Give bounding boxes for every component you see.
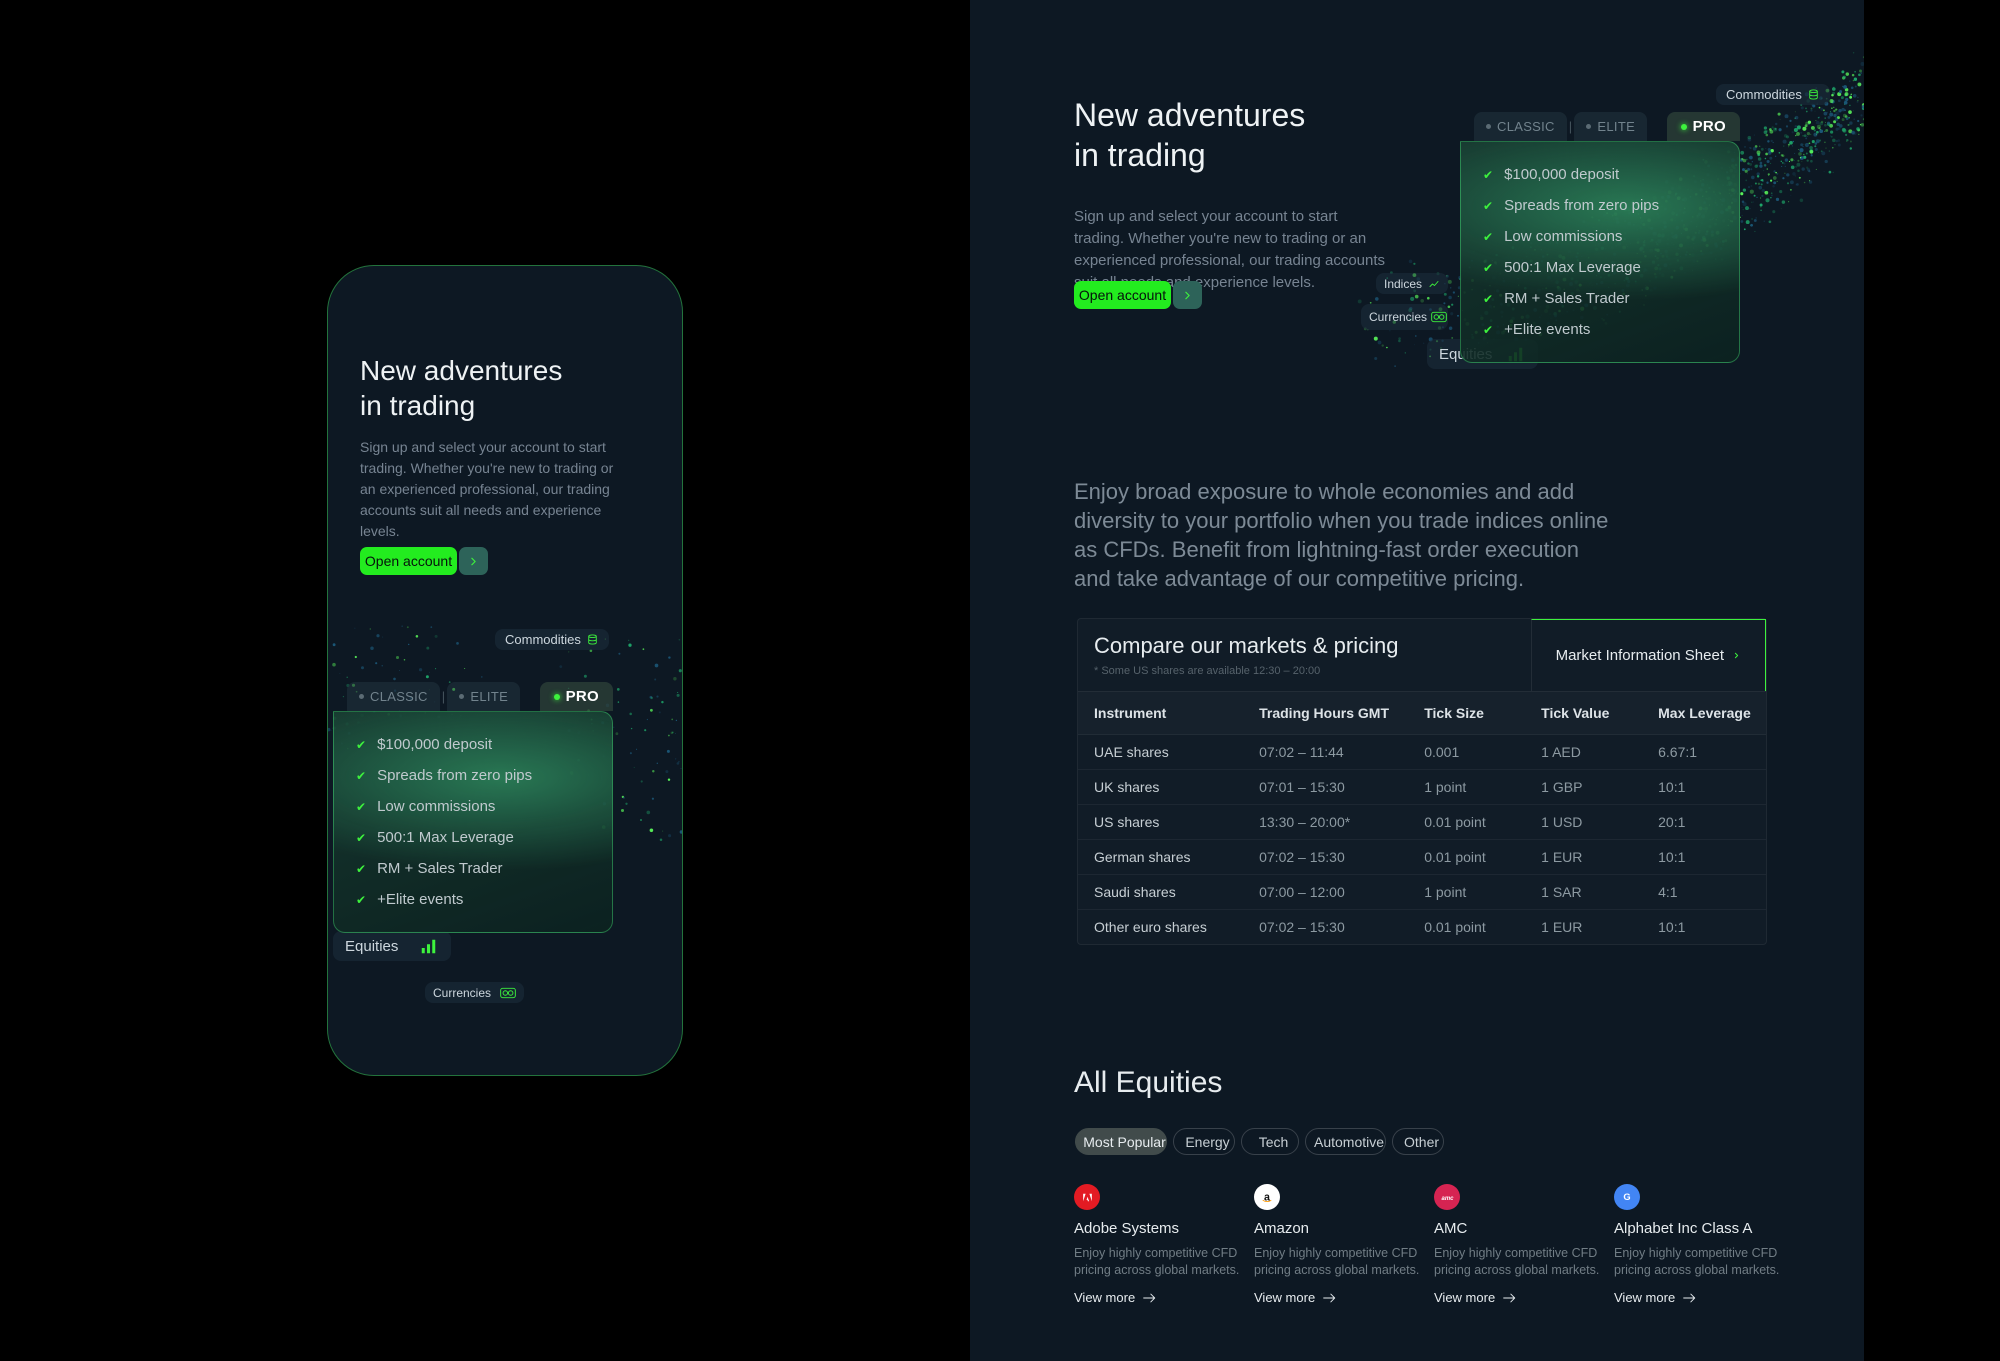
svg-text:G: G <box>1623 1192 1630 1202</box>
svg-text:amc: amc <box>1441 1195 1454 1201</box>
